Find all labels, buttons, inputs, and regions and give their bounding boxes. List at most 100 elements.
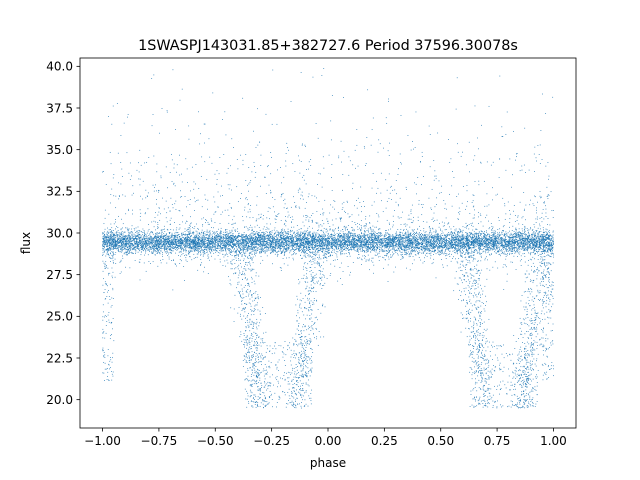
data-point <box>202 252 204 254</box>
data-point <box>299 235 301 236</box>
data-point <box>531 242 533 244</box>
data-point <box>155 241 156 242</box>
data-point <box>487 252 489 253</box>
data-point <box>329 244 331 246</box>
data-point <box>264 245 266 247</box>
data-point <box>192 240 194 242</box>
data-point <box>274 246 275 248</box>
data-point <box>166 249 167 251</box>
data-point <box>255 242 257 244</box>
data-point <box>493 247 495 249</box>
data-point <box>216 234 218 236</box>
data-point <box>229 241 231 243</box>
data-point <box>291 254 293 256</box>
data-point <box>248 241 250 242</box>
data-point <box>472 237 473 239</box>
data-point <box>397 244 399 246</box>
data-point <box>531 252 533 253</box>
data-point <box>389 241 391 243</box>
data-point <box>114 243 115 245</box>
data-point <box>525 240 526 242</box>
data-point <box>541 256 543 258</box>
data-point <box>185 240 187 242</box>
data-point <box>290 238 292 239</box>
data-point <box>167 248 169 250</box>
data-point <box>345 252 347 254</box>
data-point <box>197 249 199 251</box>
data-point <box>267 245 269 247</box>
data-point <box>208 234 210 236</box>
data-point <box>433 240 435 242</box>
data-point <box>304 237 306 239</box>
data-point <box>495 249 497 251</box>
data-point <box>140 237 141 238</box>
data-point <box>316 240 318 242</box>
data-point <box>452 234 454 236</box>
data-point <box>199 243 201 244</box>
data-point <box>186 234 188 235</box>
data-point <box>154 248 155 250</box>
data-point <box>322 239 324 241</box>
data-point <box>130 249 131 251</box>
data-point <box>167 238 169 240</box>
data-point <box>384 245 386 246</box>
data-point <box>271 245 273 247</box>
data-point <box>301 244 303 246</box>
data-point <box>471 255 473 257</box>
data-point <box>121 250 123 252</box>
data-point <box>190 250 192 252</box>
data-point <box>481 238 483 240</box>
data-point <box>143 250 145 252</box>
data-point <box>548 231 550 233</box>
data-point <box>194 236 196 238</box>
data-point <box>245 240 247 242</box>
data-point <box>446 237 448 239</box>
data-point <box>432 241 433 243</box>
data-point <box>515 236 517 238</box>
data-point <box>501 244 503 246</box>
data-point <box>545 237 547 238</box>
data-point <box>336 233 338 234</box>
data-point <box>181 240 183 242</box>
data-point <box>355 239 357 241</box>
data-point <box>485 245 487 247</box>
data-point <box>297 243 298 245</box>
data-point <box>547 241 549 243</box>
data-point <box>509 240 511 242</box>
data-point <box>119 242 121 244</box>
data-point <box>292 238 294 239</box>
data-point <box>359 248 360 250</box>
data-point <box>427 245 429 247</box>
data-point <box>470 246 472 248</box>
data-point <box>212 240 214 241</box>
data-point <box>151 239 153 240</box>
data-point <box>393 245 394 247</box>
data-point <box>346 248 348 249</box>
data-point <box>529 235 531 237</box>
data-point <box>398 242 400 244</box>
data-point <box>195 230 197 232</box>
data-point <box>400 228 402 230</box>
data-point <box>143 248 145 249</box>
data-point <box>327 230 329 232</box>
data-point <box>388 243 390 245</box>
data-point <box>287 236 289 238</box>
data-point <box>409 248 411 249</box>
data-point <box>360 235 361 237</box>
data-point <box>141 241 143 243</box>
data-point <box>352 240 353 242</box>
data-point <box>472 247 474 248</box>
data-point <box>206 249 208 251</box>
data-point <box>302 243 304 245</box>
data-point <box>487 244 489 246</box>
data-point <box>385 240 387 242</box>
data-point <box>232 234 234 236</box>
data-point <box>522 246 524 248</box>
data-point <box>190 239 192 241</box>
data-point <box>489 246 490 247</box>
data-point <box>107 244 108 246</box>
data-point <box>324 239 326 240</box>
data-point <box>467 239 469 240</box>
data-point <box>304 249 306 250</box>
